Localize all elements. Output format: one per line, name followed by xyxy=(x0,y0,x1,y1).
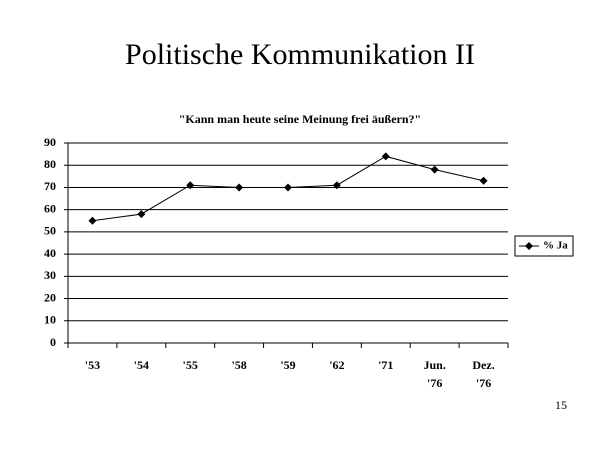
y-tick-label: 80 xyxy=(44,157,56,171)
x-tick-label: '59 xyxy=(280,358,296,372)
legend-marker xyxy=(525,242,533,250)
x-tick-label: '55 xyxy=(182,358,198,372)
marker xyxy=(235,183,244,192)
y-tick-label: 10 xyxy=(44,313,56,327)
slide-title: Politische Kommunikation II xyxy=(125,38,475,71)
y-tick-label: 0 xyxy=(50,335,56,349)
marker xyxy=(479,176,488,185)
x-tick-label: '58 xyxy=(231,358,247,372)
y-tick-label: 40 xyxy=(44,246,56,260)
marker xyxy=(88,216,97,225)
marker xyxy=(137,210,146,219)
marker xyxy=(332,181,341,190)
y-tick-label: 60 xyxy=(44,201,56,215)
x-tick-label: '62 xyxy=(329,358,345,372)
y-tick-label: 90 xyxy=(44,135,56,149)
x-tick-label: Jun. '76 xyxy=(423,358,446,390)
marker xyxy=(186,181,195,190)
y-tick-label: 70 xyxy=(44,179,56,193)
x-tick-label: '71 xyxy=(378,358,394,372)
marker xyxy=(381,152,390,161)
marker xyxy=(284,183,292,192)
x-tick-label: Dez. '76 xyxy=(472,358,495,390)
chart-title: "Kann man heute seine Meinung frei äußer… xyxy=(178,112,422,126)
y-tick-label: 20 xyxy=(44,290,56,304)
legend-label: % Ja xyxy=(543,240,568,252)
x-tick-label: '53 xyxy=(84,358,101,372)
y-tick-label: 30 xyxy=(44,268,56,282)
y-tick-label: 50 xyxy=(44,224,56,238)
x-tick-label: '54 xyxy=(133,358,149,372)
page-number: 15 xyxy=(555,398,567,412)
marker xyxy=(430,165,439,174)
legend-box xyxy=(514,235,574,257)
